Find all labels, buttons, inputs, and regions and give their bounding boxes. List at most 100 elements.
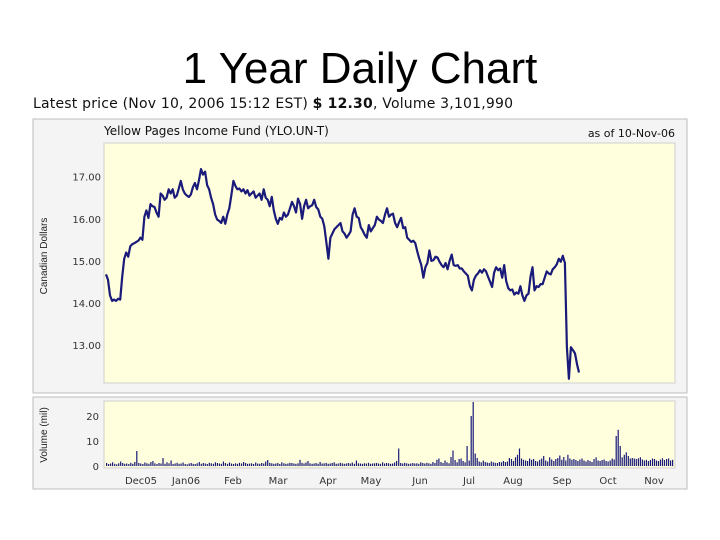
volume-bar bbox=[599, 461, 601, 466]
volume-bar bbox=[472, 402, 474, 466]
volume-tick-label: 10 bbox=[86, 437, 99, 448]
volume-bar bbox=[549, 457, 551, 467]
month-tick-label: Oct bbox=[599, 476, 616, 487]
volume-bar bbox=[188, 463, 190, 466]
volume-bar bbox=[313, 463, 315, 466]
volume-bar bbox=[579, 459, 581, 466]
chart-title: Yellow Pages Income Fund (YLO.UN-T) bbox=[103, 124, 329, 138]
volume-bar bbox=[170, 460, 172, 466]
volume-bar bbox=[504, 462, 506, 466]
volume-tick-label: 0 bbox=[93, 462, 99, 473]
volume-bar bbox=[168, 463, 170, 467]
volume-bar bbox=[335, 463, 337, 467]
month-tick-label: Nov bbox=[644, 476, 664, 487]
volume-bar bbox=[112, 462, 114, 467]
volume-bar bbox=[353, 463, 355, 467]
volume-bar bbox=[565, 460, 567, 466]
price-series bbox=[104, 168, 581, 380]
volume-bar bbox=[315, 463, 317, 466]
month-tick-label: Dec05 bbox=[125, 476, 157, 487]
volume-bar bbox=[440, 462, 442, 466]
month-tick-label: Mar bbox=[269, 476, 289, 487]
volume-bar bbox=[202, 463, 204, 466]
volume-bar bbox=[639, 457, 641, 467]
volume-bar bbox=[575, 460, 577, 466]
volume-bar bbox=[484, 462, 486, 466]
volume-bar bbox=[295, 463, 297, 467]
volume-bar bbox=[184, 464, 186, 466]
volume-bar bbox=[245, 463, 247, 466]
volume-bar bbox=[347, 463, 349, 466]
volume-bar bbox=[359, 463, 361, 466]
volume-bar bbox=[222, 461, 224, 466]
volume-bar bbox=[287, 463, 289, 466]
volume-bar bbox=[668, 458, 670, 466]
volume-bar bbox=[241, 463, 243, 466]
volume-bar bbox=[285, 463, 287, 467]
volume-bar bbox=[283, 463, 285, 467]
volume-bar bbox=[412, 463, 414, 466]
volume-bar bbox=[301, 462, 303, 467]
volume-bar bbox=[591, 462, 593, 466]
volume-bar bbox=[643, 460, 645, 466]
month-tick-label: Jan06 bbox=[171, 476, 200, 487]
volume-bar bbox=[303, 463, 305, 466]
volume-bar bbox=[585, 461, 587, 466]
volume-bar bbox=[160, 463, 162, 466]
volume-bar bbox=[226, 463, 229, 467]
volume-bar bbox=[597, 460, 599, 466]
volume-bar bbox=[269, 462, 271, 467]
volume-bar bbox=[144, 462, 146, 466]
volume-bar bbox=[492, 462, 494, 467]
volume-bar bbox=[136, 451, 138, 466]
volume-bar bbox=[569, 458, 571, 466]
month-tick-label: Sep bbox=[553, 476, 572, 487]
volume-bar bbox=[400, 463, 402, 466]
volume-bar bbox=[234, 463, 237, 467]
month-tick-label: Aug bbox=[503, 476, 523, 487]
volume-bar bbox=[371, 463, 374, 466]
volume-bar bbox=[271, 463, 273, 467]
volume-bar bbox=[375, 463, 378, 466]
volume-bar bbox=[323, 463, 325, 467]
volume-bar bbox=[277, 463, 279, 466]
month-tick-label: May bbox=[361, 476, 382, 487]
volume-bar bbox=[551, 459, 553, 466]
volume-bar bbox=[267, 460, 269, 466]
volume-bar bbox=[514, 457, 517, 467]
volume-bar bbox=[132, 463, 134, 467]
volume-bar bbox=[496, 463, 498, 466]
volume-bar bbox=[502, 461, 504, 466]
volume-bar bbox=[110, 463, 112, 466]
volume-bar bbox=[476, 458, 478, 466]
volume-bar bbox=[361, 463, 363, 467]
volume-bar bbox=[520, 458, 523, 466]
volume-bar bbox=[341, 463, 343, 467]
latest-volume: Volume 3,101,990 bbox=[382, 96, 514, 112]
volume-bar bbox=[605, 461, 607, 466]
volume-bar bbox=[172, 464, 174, 466]
volume-bar bbox=[508, 458, 510, 466]
volume-bar bbox=[545, 460, 547, 466]
volume-bar bbox=[426, 462, 428, 467]
price-tick-label: 14.00 bbox=[72, 299, 101, 310]
volume-bar bbox=[573, 459, 575, 466]
volume-bar bbox=[317, 463, 319, 467]
volume-bar bbox=[106, 463, 108, 466]
volume-bar bbox=[607, 461, 609, 466]
volume-bar bbox=[382, 462, 384, 467]
volume-bar bbox=[609, 460, 611, 466]
volume-bar bbox=[311, 463, 313, 467]
volume-bar bbox=[228, 462, 231, 466]
price-axis-title: Canadian Dollars bbox=[39, 218, 50, 295]
volume-bar bbox=[297, 463, 299, 467]
volume-bar bbox=[659, 459, 662, 466]
price-tick-label: 16.00 bbox=[72, 215, 101, 226]
volume-bar bbox=[541, 458, 543, 466]
volume-bar bbox=[456, 462, 458, 467]
volume-bar bbox=[150, 462, 152, 466]
volume-bar bbox=[114, 463, 116, 467]
volume-bar bbox=[333, 462, 335, 467]
volume-bar bbox=[345, 463, 347, 466]
